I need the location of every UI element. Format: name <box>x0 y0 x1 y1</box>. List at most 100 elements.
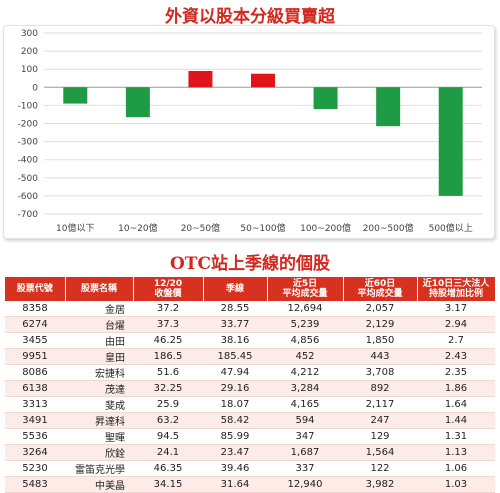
table-cell: 1.13 <box>417 444 495 461</box>
y-tick-label: 0 <box>32 83 38 93</box>
table-cell: 2,117 <box>343 396 417 413</box>
table-cell: 3455 <box>5 332 65 349</box>
table-row: 3264 欣銓 24.1 23.47 1,687 1,564 1.13 <box>5 444 495 461</box>
x-tick-label: 10~20億 <box>118 222 157 234</box>
y-tick-label: -100 <box>18 101 39 111</box>
table-cell: 18.07 <box>203 396 267 413</box>
chart-panel: 300 200 100 0 -100 -200 -300 -400 -500 -600 -700 1… <box>3 25 495 239</box>
table-cell: 金居 <box>65 301 133 317</box>
y-tick-label: -200 <box>18 120 39 130</box>
table-header-row: 股票代號 股票名稱 12/20 收盤價 季線 近5日 平均成交量 近60日 平均成交量 近10日三… <box>5 277 496 301</box>
bar-series <box>63 71 463 196</box>
column-header: 近60日 平均成交量 <box>343 277 418 301</box>
table-cell: 宏捷科 <box>65 364 133 381</box>
table-cell: 1.31 <box>417 428 495 445</box>
table-cell: 8358 <box>5 301 65 317</box>
column-header-text: 近5日 <box>292 279 318 289</box>
table-cell: 4,856 <box>267 332 343 349</box>
table-cell: 37.2 <box>133 301 203 317</box>
table-cell: 31.64 <box>203 476 267 493</box>
table-cell: 4,212 <box>267 364 343 381</box>
table-cell: 3313 <box>5 396 65 413</box>
table-cell: 37.3 <box>133 316 203 333</box>
table-cell: 23.47 <box>203 444 267 461</box>
column-header-text: 12/20 <box>153 279 183 289</box>
column-header: 近5日 平均成交量 <box>267 277 344 301</box>
table-cell: 9951 <box>5 348 65 365</box>
table-cell: 5,239 <box>267 316 343 333</box>
table-cell: 247 <box>343 412 417 429</box>
column-header: 12/20 收盤價 <box>133 277 204 301</box>
table-cell: 3.17 <box>417 301 495 317</box>
x-tick-label: 10億以下 <box>56 222 94 234</box>
x-tick-label: 100~200億 <box>300 222 351 234</box>
table-row: 5483 中美晶 34.15 31.64 12,940 3,982 1.03 <box>5 476 495 493</box>
y-tick-label: -500 <box>18 174 39 184</box>
column-header-text: 近10日三大法人 <box>422 279 490 289</box>
table-row: 3313 斐成 25.9 18.07 4,165 2,117 1.64 <box>5 396 495 413</box>
table-cell: 2,057 <box>343 301 417 317</box>
column-header-text: 平均成交量 <box>282 289 328 299</box>
table-cell: 58.42 <box>203 412 267 429</box>
grid-lines <box>44 32 482 215</box>
table-cell: 34.15 <box>133 476 203 493</box>
table-cell: 33.77 <box>203 316 267 333</box>
x-tick-label: 500億以上 <box>429 222 473 234</box>
table-cell: 594 <box>267 412 343 429</box>
table-cell: 2.7 <box>417 332 495 349</box>
x-tick-label: 50~100億 <box>240 222 285 234</box>
table-cell: 6274 <box>5 316 65 333</box>
table-cell: 3,284 <box>267 380 343 397</box>
table-cell: 28.55 <box>203 301 267 317</box>
table-cell: 12,940 <box>267 476 343 493</box>
table-cell: 1.86 <box>417 380 495 397</box>
table-cell: 186.5 <box>133 348 203 365</box>
column-header: 股票名稱 <box>65 277 134 301</box>
table-cell: 台燿 <box>65 316 133 333</box>
table-cell: 欣銓 <box>65 444 133 461</box>
table-cell: 1,850 <box>343 332 417 349</box>
table-cell: 5536 <box>5 428 65 445</box>
bar-2 <box>188 71 213 88</box>
table-cell: 1,564 <box>343 444 417 461</box>
column-header-text: 股票名稱 <box>80 284 117 294</box>
table-cell: 斐成 <box>65 396 133 413</box>
table-cell: 8086 <box>5 364 65 381</box>
table-cell: 12,694 <box>267 301 343 317</box>
table-cell: 2.94 <box>417 316 495 333</box>
x-axis-ticks: 10億以下 10~20億 20~50億 50~100億 100~200億 200~500億… <box>56 222 473 234</box>
column-header-text: 季線 <box>225 284 244 294</box>
column-header: 季線 <box>203 277 268 301</box>
bar-3 <box>251 73 275 88</box>
table-cell: 3,982 <box>343 476 417 493</box>
table-cell: 129 <box>343 428 417 445</box>
column-header-text: 股票代號 <box>16 284 53 294</box>
table-row: 8358 金居 37.2 28.55 12,694 2,057 3.17 <box>5 301 495 317</box>
table-cell: 47.94 <box>203 364 267 381</box>
table-cell: 1.64 <box>417 396 495 413</box>
column-header: 股票代號 <box>5 277 66 301</box>
y-tick-label: -600 <box>18 192 39 202</box>
table-row: 5536 聖暉 94.5 85.99 347 129 1.31 <box>5 428 495 445</box>
otc-stock-table: 股票代號 股票名稱 12/20 收盤價 季線 近5日 平均成交量 近60日 平均成交量 近10日三… <box>5 277 496 493</box>
y-axis-ticks: 300 200 100 0 -100 -200 -300 -400 -500 -600 -700 <box>18 29 39 220</box>
table-cell: 聖暉 <box>65 428 133 445</box>
column-header-text: 收盤價 <box>154 289 182 299</box>
table-cell: 3264 <box>5 444 65 461</box>
y-tick-label: 200 <box>21 47 38 57</box>
table-cell: 63.2 <box>133 412 203 429</box>
table-cell: 4,165 <box>267 396 343 413</box>
column-header: 近10日三大法人 持股增加比例 <box>417 277 496 301</box>
bar-4 <box>313 87 338 110</box>
table-title: OTC站上季線的個股 <box>170 254 330 274</box>
bar-chart: 300 200 100 0 -100 -200 -300 -400 -500 -600 -700 1… <box>18 29 482 234</box>
table-cell: 29.16 <box>203 380 267 397</box>
table-cell: 185.45 <box>203 348 267 365</box>
table-cell: 443 <box>343 348 417 365</box>
table-cell: 46.25 <box>133 332 203 349</box>
table-cell: 2.35 <box>417 364 495 381</box>
column-header-text: 持股增加比例 <box>428 289 483 299</box>
table-row: 3491 昇達科 63.2 58.42 594 247 1.44 <box>5 412 495 429</box>
table-cell: 892 <box>343 380 417 397</box>
table-cell: 1,687 <box>267 444 343 461</box>
